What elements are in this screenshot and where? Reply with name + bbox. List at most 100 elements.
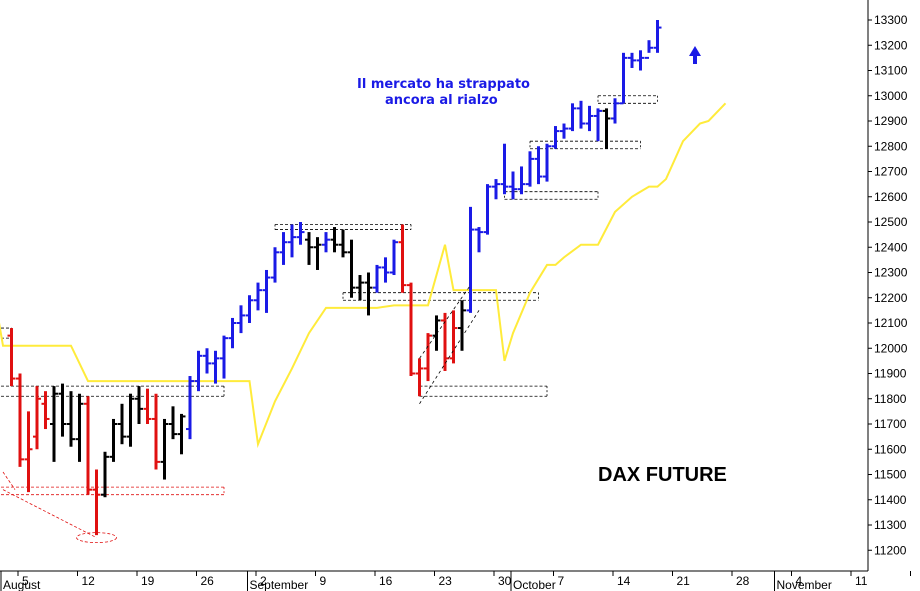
y-tick-label: 13100 bbox=[874, 64, 908, 78]
ohlc-bar bbox=[594, 108, 602, 142]
ohlc-bar bbox=[645, 40, 653, 59]
ohlc-bar bbox=[177, 413, 186, 455]
chart-annotations bbox=[2, 46, 701, 544]
y-tick-label: 12800 bbox=[874, 139, 908, 153]
low-circle bbox=[76, 532, 117, 544]
ohlc-bar bbox=[194, 350, 203, 392]
ohlc-bar bbox=[560, 123, 568, 139]
x-tick-label: 30 bbox=[498, 574, 512, 588]
y-tick-label: 11200 bbox=[874, 543, 907, 557]
y-tick-label: 11500 bbox=[874, 468, 907, 482]
ohlc-bar bbox=[356, 275, 364, 301]
y-tick-label: 12600 bbox=[874, 190, 908, 204]
x-tick-label: 26 bbox=[201, 574, 215, 588]
ohlc-bar bbox=[58, 383, 67, 437]
ohlc-bar bbox=[186, 376, 194, 440]
y-tick-label: 11300 bbox=[874, 518, 907, 532]
ohlc-bar bbox=[407, 282, 415, 377]
ohlc-bar bbox=[458, 300, 466, 351]
ohlc-bar bbox=[500, 143, 509, 195]
y-tick-label: 12200 bbox=[874, 291, 908, 305]
x-tick-label: 23 bbox=[439, 574, 453, 588]
ohlc-bar bbox=[220, 335, 228, 379]
ohlc-bar bbox=[305, 232, 313, 265]
ohlc-bar bbox=[364, 272, 373, 316]
x-tick-label: 21 bbox=[677, 574, 691, 588]
ohlc-bar bbox=[526, 151, 534, 187]
ohlc-bar bbox=[619, 52, 628, 105]
ohlc-bar bbox=[50, 386, 58, 462]
ohlc-bar bbox=[160, 418, 169, 480]
ohlc-bar bbox=[84, 396, 92, 495]
y-tick-label: 12000 bbox=[874, 341, 908, 355]
x-tick-label: 16 bbox=[379, 574, 393, 588]
low-connector bbox=[2, 489, 97, 538]
y-tick-label: 12100 bbox=[874, 316, 908, 330]
ohlc-bar bbox=[101, 451, 109, 498]
ohlc-bar bbox=[313, 237, 322, 270]
ohlc-bar bbox=[296, 222, 305, 245]
y-tick-label: 12400 bbox=[874, 240, 908, 254]
ohlc-bar bbox=[551, 126, 560, 149]
ohlc-bar bbox=[135, 386, 143, 424]
ohlc-bar bbox=[441, 312, 449, 371]
ohlc-bar bbox=[271, 247, 279, 283]
ohlc-bar bbox=[16, 373, 24, 467]
month-label: October bbox=[513, 578, 556, 591]
ohlc-bar bbox=[577, 100, 585, 129]
y-tick-label: 13300 bbox=[874, 13, 908, 27]
ohlc-bar bbox=[424, 333, 432, 382]
ohlc-bar bbox=[611, 98, 619, 124]
x-tick-label: 19 bbox=[141, 574, 155, 588]
channel-line-lower bbox=[419, 310, 480, 405]
x-tick-label: 5 bbox=[22, 574, 29, 588]
ohlc-bar bbox=[228, 317, 237, 349]
y-tick-label: 12300 bbox=[874, 266, 908, 280]
ohlc-bar bbox=[492, 179, 500, 200]
ohlc-bar bbox=[568, 103, 577, 132]
ohlc-bar bbox=[75, 393, 84, 462]
ohlc-bar bbox=[415, 358, 424, 397]
y-tick-label: 11600 bbox=[874, 442, 907, 456]
ohlc-bar bbox=[653, 20, 662, 53]
ohlc-bar bbox=[347, 239, 356, 298]
ohlc-bar bbox=[237, 305, 245, 334]
month-label: August bbox=[3, 578, 41, 591]
x-axis: 5 12 19 26 2 9 16 23 30 7 14 21 28 4 11 August September… bbox=[0, 571, 911, 591]
ohlc-bar bbox=[279, 232, 288, 265]
ohlc-bar bbox=[7, 328, 16, 387]
ohlc-bar bbox=[254, 282, 262, 311]
chart-title: DAX FUTURE bbox=[598, 464, 727, 486]
y-tick-label: 11800 bbox=[874, 392, 907, 406]
ohlc-bar bbox=[67, 391, 75, 447]
ohlc-bar bbox=[109, 418, 118, 462]
ohlc-bar bbox=[33, 386, 41, 450]
ohlc-bar bbox=[288, 224, 296, 258]
ohlc-bar bbox=[203, 348, 211, 374]
ohlc-bar bbox=[322, 232, 330, 253]
ohlc-bar bbox=[143, 388, 152, 424]
y-tick-label: 12500 bbox=[874, 215, 908, 229]
ohlc-bar bbox=[339, 229, 347, 258]
ohlc-bar bbox=[152, 393, 160, 470]
y-tick-label: 12900 bbox=[874, 114, 908, 128]
ohlc-bar bbox=[483, 184, 492, 235]
x-tick-label: 12 bbox=[82, 574, 96, 588]
ohlc-bar bbox=[628, 52, 636, 68]
ohlc-bar bbox=[534, 146, 543, 185]
y-tick-label: 13000 bbox=[874, 89, 908, 103]
ohlc-bar bbox=[211, 350, 220, 384]
x-tick-label: 11 bbox=[855, 574, 868, 588]
y-tick-label: 11400 bbox=[874, 493, 907, 507]
ohlc-bar bbox=[118, 403, 126, 445]
ohlc-bar bbox=[517, 166, 526, 195]
ohlc-bar bbox=[245, 295, 254, 323]
ohlc-bar bbox=[92, 469, 101, 536]
arrow-up-shaft bbox=[693, 55, 697, 64]
ohlc-bar bbox=[543, 143, 551, 182]
trailing-stop-line bbox=[0, 102, 727, 449]
ohlc-bar bbox=[449, 310, 458, 364]
ohlc-bar bbox=[381, 257, 390, 283]
ohlc-bar bbox=[390, 239, 398, 276]
